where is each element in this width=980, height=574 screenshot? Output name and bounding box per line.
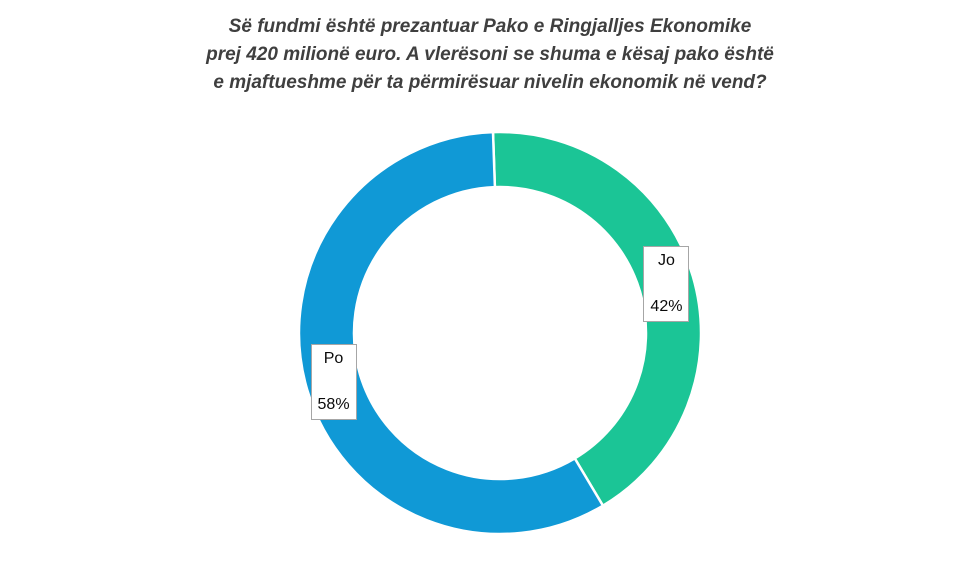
slice-label-po: Po 58%: [310, 343, 357, 420]
slice-label-percent: 42%: [650, 298, 683, 315]
slice-label-category: Po: [323, 349, 344, 367]
donut-slice-po: [297, 130, 605, 536]
slice-label-percent: 58%: [317, 395, 350, 413]
chart-title: Së fundmi është prezantuar Pako e Ringja…: [0, 13, 980, 97]
slice-label-jo: Jo 42%: [643, 246, 690, 322]
chart-title-line-3: e mjaftueshme për ta përmirësuar nivelin…: [213, 72, 767, 93]
chart-title-line-2: prej 420 milionë euro. A vlerësoni se sh…: [206, 44, 774, 65]
chart-title-line-1: Së fundmi është prezantuar Pako e Ringja…: [228, 16, 752, 37]
slice-label-category: Jo: [657, 252, 675, 269]
donut-slice-jo: [491, 130, 703, 507]
